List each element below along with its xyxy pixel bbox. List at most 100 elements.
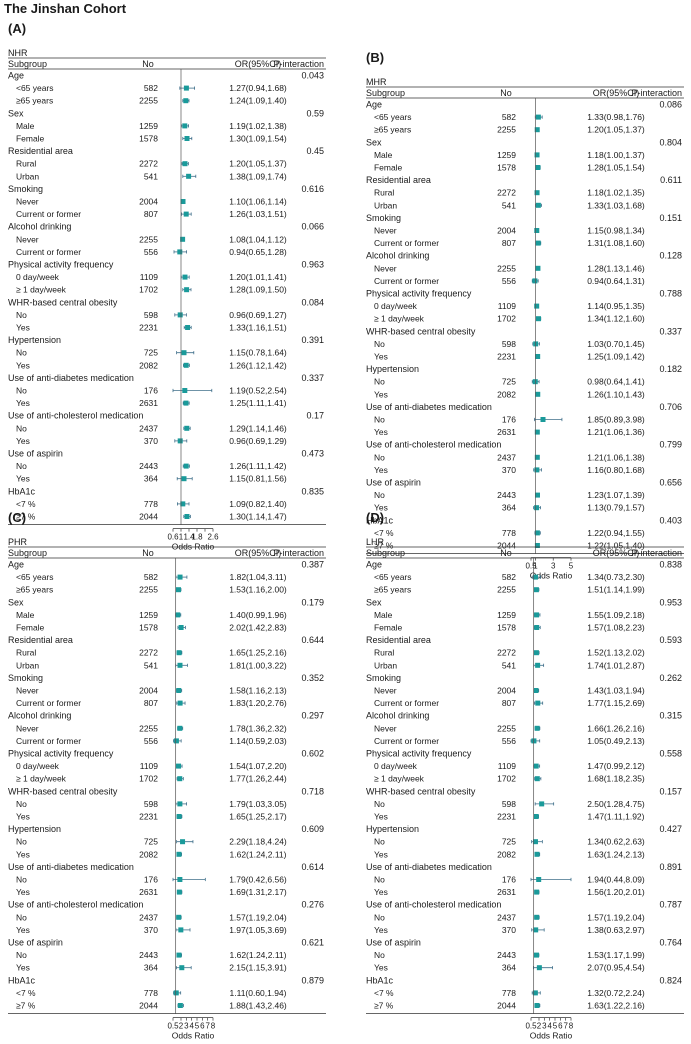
p-interaction-value: 0.593: [660, 635, 682, 645]
figure-title: The Jinshan Cohort: [4, 1, 127, 16]
row-label: Never: [16, 685, 39, 695]
row-or-ci: 1.28(1.09,1.50): [229, 285, 287, 295]
column-header-n: No: [500, 88, 512, 98]
row-label: Yes: [374, 427, 388, 437]
row-label: Urban: [16, 171, 39, 181]
or-point-marker: [182, 123, 188, 129]
subgroup-name: Smoking: [8, 184, 43, 194]
column-header-or: OR(95%CI): [593, 88, 639, 98]
row-n: 2255: [497, 723, 516, 733]
row-or-ci: 1.21(1.06,1.36): [587, 427, 645, 437]
row-or-ci: 1.20(1.01,1.41): [229, 272, 287, 282]
row-label: Yes: [374, 465, 388, 475]
row-or-ci: 1.13(0.79,1.57): [587, 503, 645, 513]
row-label: ≥65 years: [16, 96, 53, 106]
row-n: 2255: [139, 96, 158, 106]
p-interaction-value: 0.084: [302, 297, 324, 307]
row-label: No: [16, 348, 27, 358]
row-or-ci: 1.19(0.52,2.54): [229, 385, 287, 395]
subgroup-name: Use of aspirin: [366, 937, 421, 947]
row-label: Yes: [374, 887, 388, 897]
row-or-ci: 1.65(1.25,2.17): [229, 811, 287, 821]
row-or-ci: 1.82(1.04,3.11): [230, 572, 287, 582]
row-label: ≥7 %: [374, 540, 394, 550]
x-tick-label: 0.5: [525, 1022, 537, 1031]
row-or-ci: 1.33(1.16,1.51): [229, 322, 287, 332]
x-tick-label: 0.6: [167, 533, 179, 542]
subgroup-name: HbA1c: [366, 975, 393, 985]
p-interaction-value: 0.391: [302, 335, 324, 345]
or-point-marker: [535, 265, 541, 271]
row-label: Female: [374, 622, 403, 632]
row-n: 364: [502, 503, 516, 513]
or-point-marker: [183, 85, 189, 91]
subgroup-name: Alcohol drinking: [366, 251, 429, 261]
or-point-marker: [183, 400, 189, 406]
row-n: 2437: [139, 912, 158, 922]
x-tick-label: 7: [205, 1022, 210, 1031]
row-or-ci: 1.51(1.14,1.99): [587, 585, 645, 595]
x-tick-label: 1: [533, 562, 538, 571]
row-n: 582: [502, 572, 516, 582]
row-label: <7 %: [16, 988, 36, 998]
row-label: <7 %: [374, 528, 394, 538]
row-label: Male: [16, 121, 35, 131]
or-point-marker: [534, 429, 540, 435]
row-n: 2044: [497, 1000, 516, 1010]
row-or-ci: 1.78(1.36,2.32): [229, 723, 287, 733]
subgroup-name: Sex: [366, 597, 382, 607]
or-point-marker: [535, 700, 541, 706]
panel-d-letter: (D): [366, 510, 385, 525]
or-point-marker: [180, 198, 186, 204]
row-n: 364: [144, 474, 158, 484]
x-tick-label: 4: [547, 1022, 552, 1031]
row-label: Yes: [16, 849, 30, 859]
row-label: Rural: [16, 648, 36, 658]
row-or-ci: 1.52(1.13,2.02): [587, 648, 645, 658]
or-point-marker: [177, 801, 183, 807]
or-point-marker: [176, 650, 182, 656]
forest-panel-c: PHR Subgroup No OR(95%CI) P-interaction Age 0.…: [8, 536, 326, 1044]
row-label: <65 years: [16, 83, 54, 93]
row-or-ci: 1.15(0.98,1.34): [587, 225, 645, 235]
row-or-ci: 2.29(1.18,4.24): [229, 837, 287, 847]
or-point-marker: [177, 1002, 183, 1008]
column-header-or: OR(95%CI): [235, 59, 281, 69]
row-label: Yes: [16, 887, 30, 897]
row-label: Urban: [16, 660, 39, 670]
row-or-ci: 1.38(1.09,1.74): [229, 171, 287, 181]
row-or-ci: 0.96(0.69,1.27): [229, 310, 287, 320]
subgroup-name: Hypertension: [8, 824, 61, 834]
row-n: 725: [502, 377, 516, 387]
p-interaction-value: 0.128: [660, 251, 682, 261]
row-label: ≥ 1 day/week: [16, 774, 67, 784]
row-n: 778: [502, 988, 516, 998]
subgroup-name: Age: [366, 99, 382, 109]
row-or-ci: 1.34(0.62,2.63): [587, 837, 645, 847]
row-or-ci: 1.28(1.13,1.46): [587, 263, 645, 273]
row-or-ci: 1.83(1.20,2.76): [229, 698, 287, 708]
or-point-marker: [178, 624, 184, 630]
row-label: Current or former: [16, 247, 81, 257]
row-label: No: [16, 423, 27, 433]
row-label: No: [16, 950, 27, 960]
x-tick-label: 3: [551, 562, 556, 571]
p-interaction-value: 0.764: [660, 937, 682, 947]
row-n: 2255: [139, 585, 158, 595]
row-n: 2082: [497, 849, 516, 859]
p-interaction-value: 0.656: [660, 477, 682, 487]
row-label: No: [374, 377, 385, 387]
row-label: Never: [374, 225, 397, 235]
row-label: 0 day/week: [374, 761, 418, 771]
x-tick-label: 3: [184, 1022, 189, 1031]
row-or-ci: 1.31(1.08,1.60): [587, 238, 645, 248]
p-interaction-value: 0.804: [660, 137, 682, 147]
subgroup-name: Sex: [8, 597, 24, 607]
row-label: Urban: [374, 660, 397, 670]
subgroup-name: WHR-based central obesity: [8, 786, 118, 796]
or-point-marker: [535, 164, 541, 170]
subgroup-name: WHR-based central obesity: [8, 297, 118, 307]
or-point-marker: [533, 687, 539, 693]
forest-panel-b: MHR Subgroup No OR(95%CI) P-interaction Age 0.…: [366, 76, 684, 584]
row-label: Current or former: [16, 698, 81, 708]
